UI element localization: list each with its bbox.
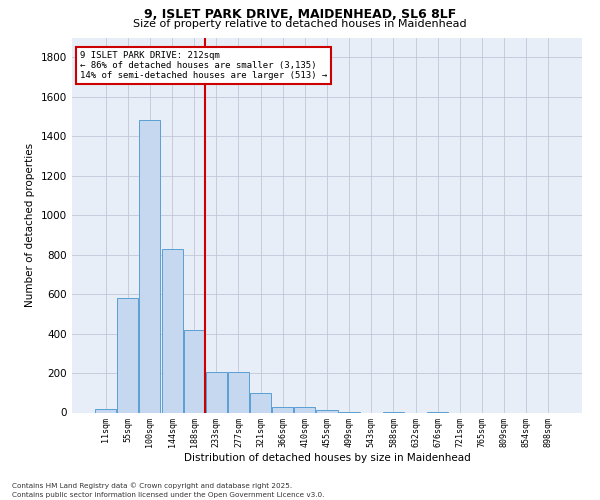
X-axis label: Distribution of detached houses by size in Maidenhead: Distribution of detached houses by size …: [184, 453, 470, 463]
Bar: [184, 330, 205, 412]
Bar: [295, 406, 316, 412]
Bar: [250, 393, 271, 412]
Bar: [228, 372, 249, 412]
Bar: [272, 406, 293, 412]
Bar: [206, 372, 227, 412]
Text: Contains public sector information licensed under the Open Government Licence v3: Contains public sector information licen…: [12, 492, 325, 498]
Text: Size of property relative to detached houses in Maidenhead: Size of property relative to detached ho…: [133, 19, 467, 29]
Bar: [161, 248, 182, 412]
Bar: [118, 298, 139, 412]
Text: 9, ISLET PARK DRIVE, MAIDENHEAD, SL6 8LF: 9, ISLET PARK DRIVE, MAIDENHEAD, SL6 8LF: [144, 8, 456, 20]
Bar: [95, 408, 116, 412]
Text: Contains HM Land Registry data © Crown copyright and database right 2025.: Contains HM Land Registry data © Crown c…: [12, 482, 292, 489]
Bar: [316, 410, 338, 412]
Bar: [139, 120, 160, 412]
Y-axis label: Number of detached properties: Number of detached properties: [25, 143, 35, 307]
Text: 9 ISLET PARK DRIVE: 212sqm
← 86% of detached houses are smaller (3,135)
14% of s: 9 ISLET PARK DRIVE: 212sqm ← 86% of deta…: [80, 50, 327, 80]
